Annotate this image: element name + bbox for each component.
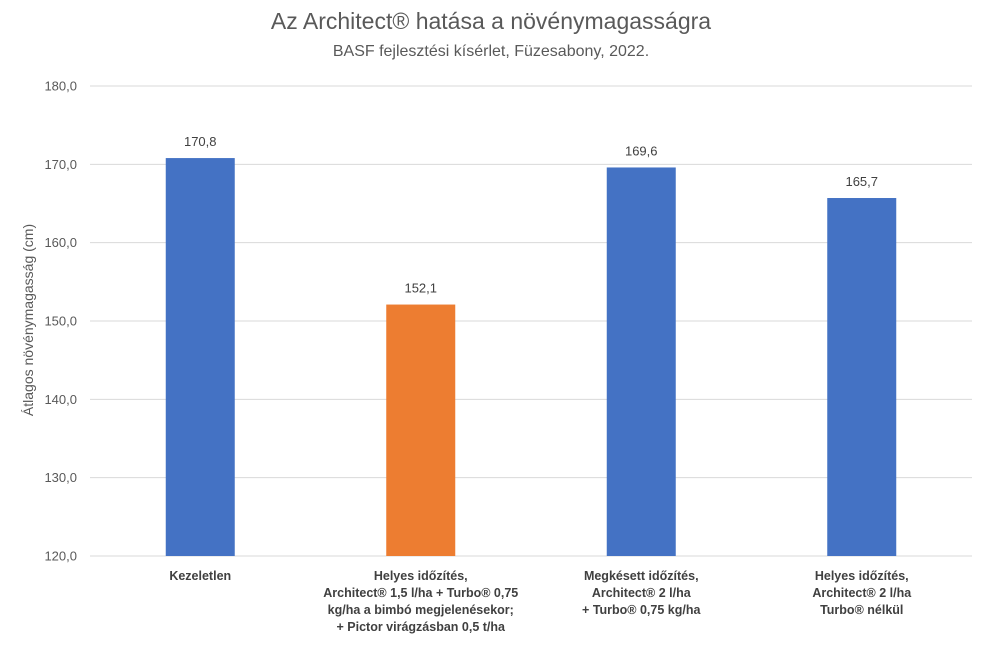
data-label: 165,7 <box>845 174 878 189</box>
y-tick-label: 180,0 <box>44 79 77 94</box>
y-tick-label: 170,0 <box>44 157 77 172</box>
y-tick-label: 160,0 <box>44 235 77 250</box>
data-label: 170,8 <box>184 134 217 149</box>
data-label: 152,1 <box>404 281 437 296</box>
y-axis-ticks: 120,0 130,0 140,0 150,0 160,0 170,0 180,0 <box>44 79 77 564</box>
chart-title: Az Architect® hatása a növénymagasságra <box>270 8 712 34</box>
y-tick-label: 140,0 <box>44 392 77 407</box>
data-labels: 170,8 152,1 169,6 165,7 <box>184 134 878 295</box>
x-category-label: Megkésett időzítés, Architect® 2 l/ha + … <box>582 569 701 617</box>
y-tick-label: 120,0 <box>44 549 77 564</box>
bar <box>827 198 897 556</box>
x-category-label: Helyes időzítés, Architect® 1,5 l/ha + T… <box>323 569 519 634</box>
bars <box>165 158 897 557</box>
bar <box>606 167 676 556</box>
bar <box>386 304 456 556</box>
x-category-label: Helyes időzítés, Architect® 2 l/ha Turbo… <box>812 569 912 617</box>
chart-subtitle: BASF fejlesztési kísérlet, Füzesabony, 2… <box>332 43 650 60</box>
y-tick-label: 130,0 <box>44 470 77 485</box>
data-label: 169,6 <box>625 143 658 158</box>
y-tick-label: 150,0 <box>44 314 77 329</box>
bar <box>165 158 235 557</box>
gridlines <box>90 85 972 557</box>
x-category-label: Kezeletlen <box>169 569 232 583</box>
y-axis-label: Átlagos növénymagasság (cm) <box>20 224 36 416</box>
